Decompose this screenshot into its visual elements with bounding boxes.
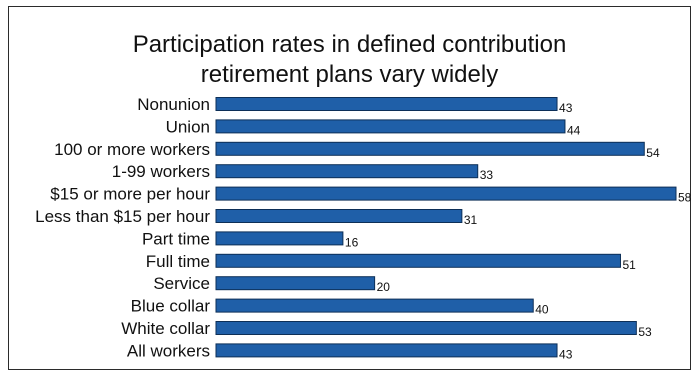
category-label-100-or-more-workers: 100 or more workers (54, 140, 210, 159)
bar-service (215, 276, 376, 291)
chart-title-line-2: retirement plans vary widely (200, 61, 499, 88)
bar-part-time (215, 231, 344, 246)
bar-union (215, 119, 566, 134)
chart-title-line-1: Participation rates in defined contribut… (132, 31, 567, 58)
value-label-all-workers: 43 (559, 347, 573, 361)
category-label-blue-collar: Blue collar (131, 297, 211, 316)
category-label-service: Service (153, 274, 210, 293)
category-label-all-workers: All workers (127, 341, 210, 360)
value-label-blue-collar: 40 (535, 303, 549, 317)
value-label-less-than-15-per-hour: 31 (464, 213, 478, 227)
value-label-service: 20 (377, 280, 391, 294)
value-label-1-99-workers: 33 (480, 168, 494, 182)
category-label-less-than-15-per-hour: Less than $15 per hour (35, 207, 210, 226)
value-label-white-collar: 53 (638, 325, 652, 339)
bar-all-workers (215, 343, 558, 358)
bar-15-or-more-per-hour (215, 186, 677, 201)
category-label-part-time: Part time (142, 229, 210, 248)
bar-less-than-15-per-hour (215, 209, 463, 223)
bar-1-99-workers (215, 164, 479, 179)
value-label-nonunion: 43 (559, 101, 573, 115)
bar-full-time (215, 253, 621, 268)
bar-100-or-more-workers (215, 141, 645, 156)
category-label-1-99-workers: 1-99 workers (112, 162, 210, 181)
bar-blue-collar (215, 298, 534, 313)
value-label-full-time: 51 (622, 258, 636, 272)
value-label-union: 44 (567, 123, 581, 137)
bar-white-collar (215, 321, 637, 335)
category-label-white-collar: White collar (121, 319, 210, 338)
bar-nonunion (215, 97, 558, 111)
category-label-15-or-more-per-hour: $15 or more per hour (50, 185, 210, 204)
category-label-nonunion: Nonunion (137, 95, 210, 114)
category-label-union: Union (166, 117, 210, 136)
value-label-part-time: 16 (345, 235, 359, 249)
value-label-100-or-more-workers: 54 (646, 146, 660, 160)
category-label-full-time: Full time (146, 252, 210, 271)
value-label-15-or-more-per-hour: 58 (678, 191, 692, 205)
chart-title: Participation rates in defined contribut… (8, 30, 691, 90)
